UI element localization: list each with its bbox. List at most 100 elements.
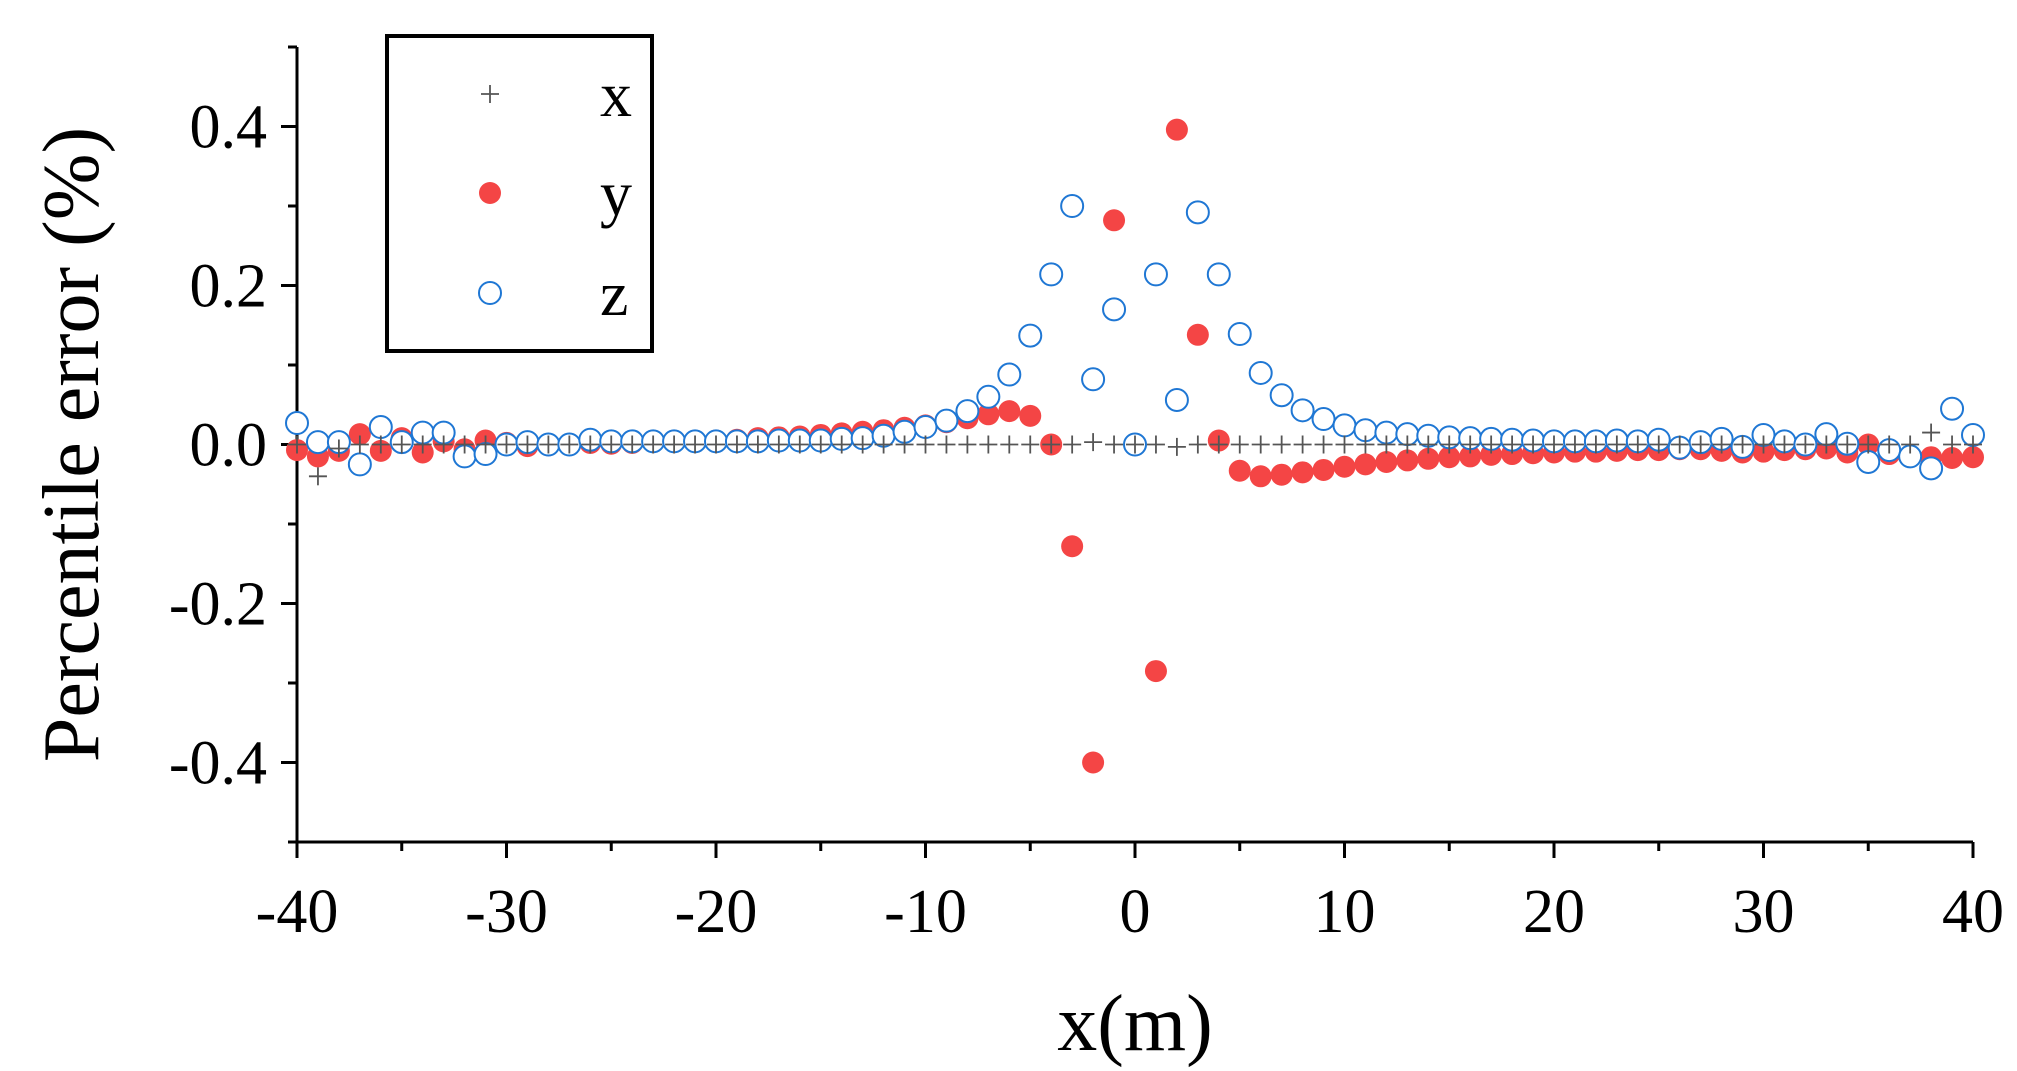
x-axis-title: x(m)	[1057, 980, 1213, 1068]
point-x	[979, 435, 998, 454]
point-x	[1565, 435, 1584, 454]
point-y	[1396, 449, 1419, 472]
point-z	[913, 415, 938, 440]
point-y	[1354, 453, 1377, 476]
point-z	[1206, 262, 1231, 287]
point-x	[1649, 435, 1668, 454]
point-x	[1733, 435, 1752, 454]
point-x	[811, 435, 830, 454]
point-x	[1251, 435, 1270, 454]
point-x	[288, 435, 306, 454]
point-x	[560, 435, 579, 454]
point-x	[1084, 433, 1103, 452]
point-x	[1670, 435, 1689, 454]
legend-label-z: z	[600, 258, 628, 329]
x-tick-label: 0	[1120, 878, 1151, 946]
point-x	[832, 435, 851, 454]
y-axis-title: Percentile error (%)	[28, 127, 116, 762]
point-x	[1607, 435, 1626, 454]
point-x	[1943, 435, 1962, 454]
point-y	[1228, 459, 1251, 482]
point-x	[1901, 435, 1920, 454]
point-x	[1293, 435, 1312, 454]
legend-marker-y	[479, 182, 501, 204]
point-x	[1063, 435, 1082, 454]
point-x	[1461, 435, 1480, 454]
point-z	[1018, 323, 1043, 348]
point-y	[1103, 209, 1126, 232]
y-tick-label: 0.2	[190, 253, 268, 321]
point-y	[998, 400, 1021, 423]
point-x	[874, 435, 893, 454]
series-x	[288, 423, 1982, 486]
point-z	[1185, 200, 1210, 225]
point-y	[977, 403, 1000, 426]
point-x	[1691, 435, 1710, 454]
point-z	[934, 408, 959, 433]
point-x	[1859, 435, 1878, 454]
x-tick-label: 30	[1733, 878, 1795, 946]
point-x	[1126, 435, 1144, 454]
point-x	[769, 435, 788, 454]
point-x	[476, 435, 495, 454]
point-z	[955, 399, 980, 424]
point-y	[1375, 450, 1398, 473]
point-x	[1817, 435, 1836, 454]
x-tick-label: 10	[1314, 878, 1376, 946]
point-x	[916, 435, 935, 454]
point-x	[1796, 435, 1815, 454]
point-y	[348, 423, 371, 446]
point-z	[1143, 262, 1168, 287]
y-tick-label: -0.2	[169, 571, 267, 639]
point-y	[1165, 118, 1188, 141]
point-x	[1922, 423, 1941, 442]
point-x	[1314, 435, 1333, 454]
point-x	[937, 435, 956, 454]
point-x	[1712, 435, 1731, 454]
point-z	[1227, 321, 1252, 346]
x-tick-label: -30	[465, 878, 548, 946]
point-y	[1333, 455, 1356, 478]
point-x	[1042, 435, 1061, 454]
point-x	[727, 435, 746, 454]
point-z	[347, 452, 372, 477]
point-x	[1188, 435, 1207, 454]
point-x	[853, 435, 872, 454]
point-x	[1754, 435, 1773, 454]
point-x	[1964, 435, 1982, 454]
point-z	[1919, 456, 1944, 481]
point-x	[329, 439, 348, 458]
legend-box	[385, 34, 654, 353]
point-x	[602, 435, 621, 454]
point-z	[1039, 262, 1064, 287]
point-x	[707, 435, 725, 454]
point-z	[1164, 387, 1189, 412]
point-z	[285, 411, 309, 436]
point-z	[305, 430, 330, 455]
point-x	[623, 435, 642, 454]
point-x	[1000, 435, 1019, 454]
point-x	[1586, 435, 1605, 454]
point-z	[368, 415, 393, 440]
point-x	[1105, 435, 1124, 454]
point-y	[1941, 447, 1964, 470]
point-x	[958, 435, 977, 454]
point-x	[665, 435, 684, 454]
point-x	[1419, 435, 1438, 454]
point-y	[1270, 463, 1293, 486]
point-x	[518, 435, 537, 454]
point-x	[392, 435, 411, 454]
point-y	[1249, 465, 1272, 488]
point-x	[1167, 437, 1186, 456]
x-tick-label: 40	[1942, 878, 2004, 946]
point-y	[1019, 404, 1042, 427]
point-x	[1838, 435, 1857, 454]
point-y	[1417, 447, 1440, 470]
point-x	[455, 435, 474, 454]
point-x	[1880, 435, 1899, 454]
point-x	[1440, 435, 1459, 454]
point-x	[790, 435, 809, 454]
axes: -40 -30 -20 -10 0 10 20 30 40 -0.4 -0.2 0.0 0.2 0.4 x(…	[28, 45, 2004, 1068]
point-z	[1269, 383, 1294, 408]
point-y	[1061, 535, 1084, 558]
